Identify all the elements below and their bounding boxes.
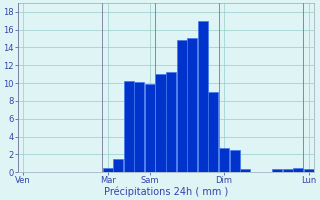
Bar [102, 168, 113, 172]
X-axis label: Précipitations 24h ( mm ): Précipitations 24h ( mm ) [104, 187, 228, 197]
Bar [272, 169, 282, 172]
Bar [134, 82, 144, 172]
Bar [166, 72, 176, 172]
Bar [177, 40, 187, 172]
Bar [156, 74, 165, 172]
Bar [293, 168, 303, 172]
Bar [124, 81, 134, 172]
Bar [198, 21, 208, 172]
Bar [208, 92, 219, 172]
Bar [229, 150, 240, 172]
Bar [283, 169, 292, 172]
Bar [240, 169, 250, 172]
Bar [113, 159, 123, 172]
Bar [219, 148, 229, 172]
Bar [145, 84, 155, 172]
Bar [187, 38, 197, 172]
Bar [304, 169, 314, 172]
